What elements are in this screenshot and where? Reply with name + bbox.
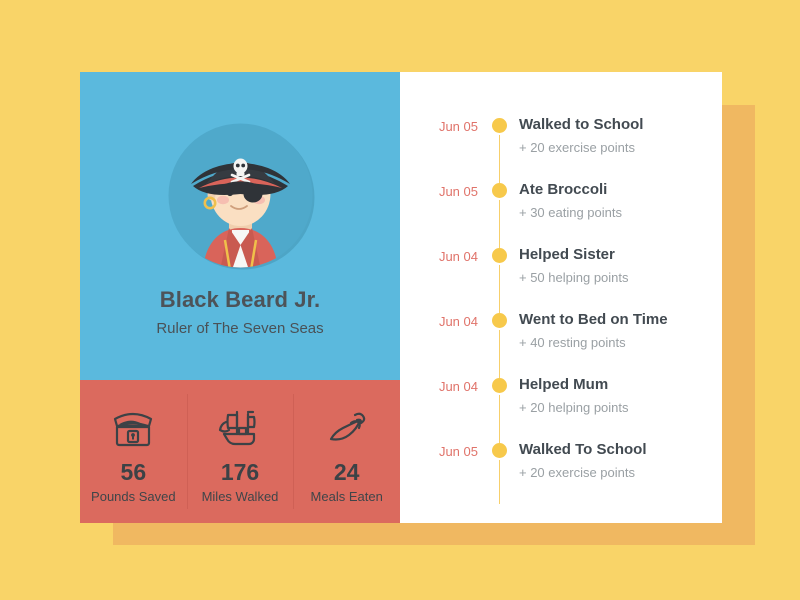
stat-value: 176 [220,458,260,485]
pirate-ship-icon [217,404,263,450]
timeline-date: Jun 04 [438,249,478,264]
timeline-points: + 40 resting points [519,334,626,350]
stat-meals-eaten: 24 Meals Eaten [293,380,400,523]
timeline-title: Helped Sister [519,246,615,263]
timeline-item[interactable]: Jun 05 Walked to School + 20 exercise po… [400,116,722,183]
timeline-item[interactable]: Jun 05 Walked To School + 20 exercise po… [400,441,722,506]
treasure-chest-icon [111,404,155,450]
timeline-connector-line [499,330,500,378]
timeline-marker [478,376,518,443]
timeline-connector-line [499,460,500,504]
stat-pounds-saved: 56 Pounds Saved [80,380,187,523]
left-panel: Black Beard Jr. Ruler of The Seven Seas [80,72,400,523]
timeline-marker [478,441,518,506]
stat-label: Miles Walked [201,488,279,504]
stats-bar: 56 Pounds Saved [80,380,400,523]
timeline-title: Went to Bed on Time [519,311,668,328]
timeline-dot-icon [492,248,507,263]
profile-subtitle: Ruler of The Seven Seas [156,320,324,337]
cutlass-sword-icon [326,404,368,450]
timeline-item[interactable]: Jun 04 Went to Bed on Time + 40 resting … [400,311,722,378]
timeline-dot-icon [492,313,507,328]
timeline-date: Jun 04 [438,379,478,394]
timeline-connector-line [499,265,500,313]
timeline-points: + 50 helping points [519,269,629,285]
profile-card: Black Beard Jr. Ruler of The Seven Seas [80,72,722,523]
stat-label: Pounds Saved [91,488,176,504]
timeline-connector-line [499,135,500,183]
timeline-points: + 30 eating points [519,204,622,220]
stat-label: Meals Eaten [310,488,383,504]
timeline-body: Helped Sister + 50 helping points [518,246,722,285]
timeline-date: Jun 05 [438,184,478,199]
timeline-list: Jun 05 Walked to School + 20 exercise po… [400,116,722,506]
timeline-connector-line [499,200,500,248]
timeline-item[interactable]: Jun 04 Helped Mum + 20 helping points [400,376,722,443]
timeline-dot-icon [492,443,507,458]
timeline-body: Went to Bed on Time + 40 resting points [518,311,722,350]
timeline-title: Helped Mum [519,376,609,393]
stat-value: 56 [120,458,147,485]
page-title: Black Beard Jr. [159,287,321,312]
pirate-avatar-icon [163,118,318,273]
timeline-date: Jun 04 [438,314,478,329]
identity-panel: Black Beard Jr. Ruler of The Seven Seas [80,72,400,380]
timeline-connector-line [499,395,500,443]
timeline-date: Jun 05 [438,119,478,134]
stat-value: 24 [333,458,360,485]
timeline-dot-icon [492,378,507,393]
timeline-item[interactable]: Jun 05 Ate Broccoli + 30 eating points [400,181,722,248]
timeline-item[interactable]: Jun 04 Helped Sister + 50 helping points [400,246,722,313]
timeline-points: + 20 exercise points [519,139,635,155]
timeline-body: Walked To School + 20 exercise points [518,441,722,480]
timeline-title: Walked to School [519,116,644,133]
timeline-title: Walked To School [519,441,647,458]
timeline-title: Ate Broccoli [519,181,608,198]
timeline-body: Ate Broccoli + 30 eating points [518,181,722,220]
timeline-marker [478,311,518,378]
timeline-marker [478,181,518,248]
stat-miles-walked: 176 Miles Walked [186,380,294,523]
timeline-points: + 20 helping points [519,399,629,415]
timeline-points: + 20 exercise points [519,464,635,480]
timeline-marker [478,116,518,183]
timeline-marker [478,246,518,313]
activity-timeline-panel: Jun 05 Walked to School + 20 exercise po… [400,72,722,523]
timeline-dot-icon [492,118,507,133]
timeline-body: Helped Mum + 20 helping points [518,376,722,415]
timeline-date: Jun 05 [438,444,478,459]
timeline-body: Walked to School + 20 exercise points [518,116,722,155]
timeline-dot-icon [492,183,507,198]
